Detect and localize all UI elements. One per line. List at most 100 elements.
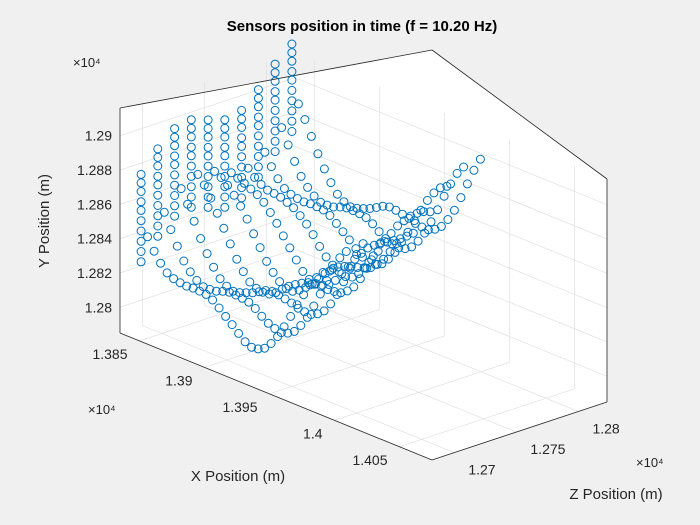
data-point xyxy=(456,193,466,203)
data-point xyxy=(309,301,319,311)
data-point xyxy=(342,203,352,213)
data-point xyxy=(220,115,230,125)
data-point xyxy=(220,123,230,133)
gridlines xyxy=(119,59,608,453)
data-point xyxy=(315,289,325,299)
data-point xyxy=(404,213,414,223)
data-point xyxy=(459,162,469,172)
data-point xyxy=(287,116,297,126)
data-point xyxy=(223,180,233,190)
data-point xyxy=(225,239,235,249)
data-point xyxy=(237,123,247,132)
data-point xyxy=(220,132,230,142)
data-point xyxy=(253,131,263,141)
data-point xyxy=(186,171,196,181)
data-point xyxy=(221,311,231,321)
data-point xyxy=(253,121,263,131)
data-point xyxy=(350,254,360,264)
data-point xyxy=(270,147,280,157)
data-point xyxy=(308,230,318,240)
data-point xyxy=(408,228,418,238)
data-point xyxy=(270,68,280,78)
y-tick-label: 1.286 xyxy=(77,196,112,212)
data-point xyxy=(393,221,403,231)
data-point xyxy=(237,293,247,303)
data-point xyxy=(302,312,312,322)
data-point xyxy=(247,342,257,352)
data-point xyxy=(253,344,263,354)
y-tick-label: 1.28 xyxy=(85,299,112,315)
data-point xyxy=(283,140,293,150)
data-point xyxy=(136,187,146,196)
data-points xyxy=(136,39,485,354)
x-tick-label: 1.4 xyxy=(303,425,323,441)
y-gridline xyxy=(119,214,608,343)
data-point xyxy=(136,236,146,246)
data-point xyxy=(278,231,288,241)
data-point xyxy=(192,275,202,285)
data-point xyxy=(153,161,163,171)
data-point xyxy=(243,163,253,173)
data-point xyxy=(153,190,163,200)
data-point xyxy=(203,151,213,161)
data-point xyxy=(374,227,384,237)
x-gridline xyxy=(204,86,380,368)
data-point xyxy=(322,276,332,285)
data-point xyxy=(420,228,430,238)
data-point xyxy=(365,204,375,213)
data-point xyxy=(426,217,436,227)
data-point xyxy=(170,211,180,221)
data-point xyxy=(203,132,213,142)
data-point xyxy=(237,152,247,162)
data-point xyxy=(385,247,395,257)
data-point xyxy=(156,258,166,268)
data-point xyxy=(325,266,335,276)
data-point xyxy=(318,267,328,277)
data-point xyxy=(419,207,429,217)
data-point xyxy=(153,180,163,190)
y-axis-label: Y Position (m) xyxy=(36,174,53,268)
data-point xyxy=(270,95,280,105)
data-point xyxy=(186,132,196,142)
data-point xyxy=(469,165,479,175)
data-point xyxy=(255,243,265,253)
data-point xyxy=(282,197,292,207)
data-point xyxy=(220,192,230,202)
data-point xyxy=(338,227,348,237)
data-point xyxy=(250,304,260,313)
z-gridline xyxy=(142,102,455,453)
data-point xyxy=(186,115,196,125)
z-tick-label: 1.27 xyxy=(468,462,495,478)
data-point xyxy=(237,133,247,143)
data-point xyxy=(170,151,180,161)
data-point xyxy=(368,219,378,229)
data-point xyxy=(295,211,305,221)
data-point xyxy=(349,282,359,292)
data-point xyxy=(172,241,182,251)
data-point xyxy=(331,218,341,228)
data-point xyxy=(233,173,243,183)
data-point xyxy=(136,205,146,215)
data-point xyxy=(153,152,163,162)
y-tick-label: 1.284 xyxy=(77,231,112,247)
data-point xyxy=(290,156,300,166)
data-point xyxy=(429,188,439,198)
data-point xyxy=(227,320,237,330)
data-point xyxy=(286,189,296,199)
data-point xyxy=(203,161,213,171)
data-point xyxy=(390,247,400,257)
data-point xyxy=(220,202,230,212)
data-point xyxy=(269,188,279,198)
data-point xyxy=(143,232,153,242)
data-point xyxy=(303,278,313,288)
data-point xyxy=(270,136,280,146)
data-point xyxy=(166,225,176,235)
data-point xyxy=(279,184,289,193)
data-point xyxy=(252,190,262,200)
x-gridline xyxy=(334,139,510,421)
y-gridline xyxy=(119,248,608,377)
data-point xyxy=(169,274,179,284)
data-point xyxy=(268,267,278,277)
data-point xyxy=(287,48,297,58)
